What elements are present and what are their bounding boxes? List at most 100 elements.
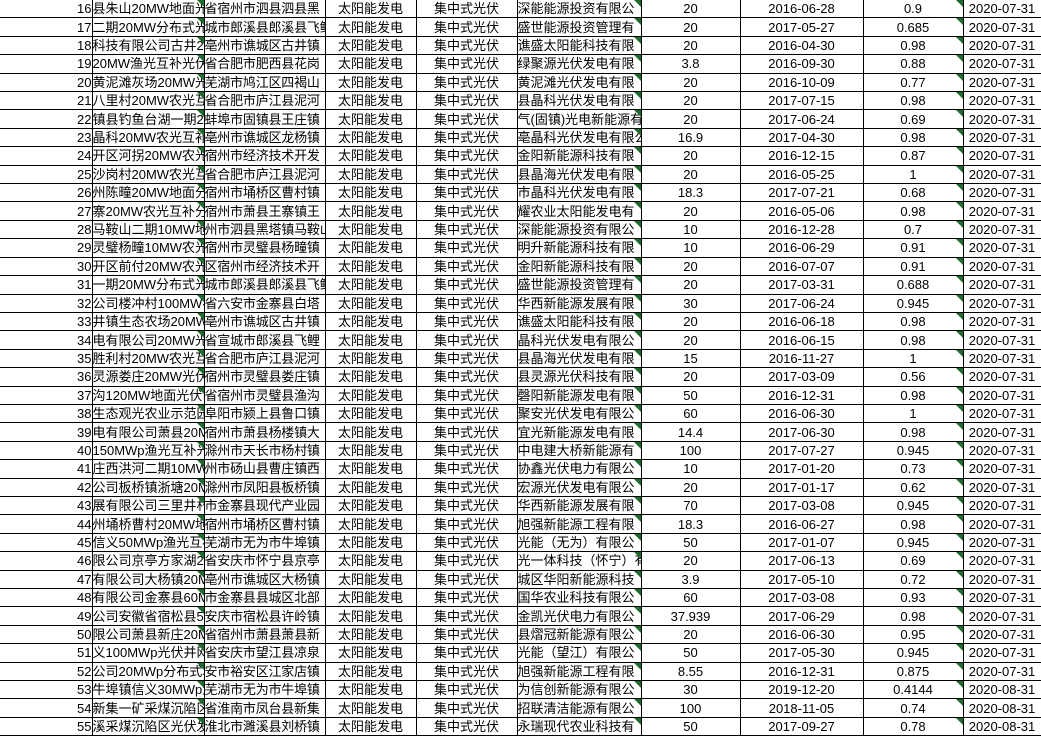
table-row[interactable]: 37 沟120MW地面光伏电 省宿州市灵璧县渔沟 太阳能发电 集中式光伏 磬阳新能源发电有… [0,386,1041,405]
project-name-cell[interactable]: 电有限公司萧县20MW [92,422,205,442]
row-index-cell[interactable]: 30 [0,257,93,277]
project-name-cell[interactable]: 灵璧杨疃10MW农光互 [92,238,205,258]
grid-date-cell[interactable]: 2016-07-07 [740,257,864,277]
row-index-cell[interactable]: 19 [0,54,93,74]
project-name-cell[interactable]: 晶科20MW农光互补 [92,128,205,148]
category-cell[interactable]: 集中式光伏 [416,680,518,700]
grid-date-cell[interactable]: 2017-05-27 [740,17,864,37]
location-cell[interactable]: 省宿州市萧县萧县新 [204,625,326,645]
category-cell[interactable]: 集中式光伏 [416,496,518,516]
price-cell[interactable]: 0.68 [863,183,964,203]
table-row[interactable]: 36灵源娄庄20MW光伏发宿州市灵璧县娄庄镇 太阳能发电 集中式光伏 县灵源光伏科技有… [0,367,1041,387]
table-row[interactable]: 45 信义50MWp渔光互补 芜湖市无为市牛埠镇 太阳能发电 集中式光伏 光能（无为）有限… [0,533,1041,553]
capacity-cell[interactable]: 20 [641,0,741,19]
energy-type-cell[interactable]: 太阳能发电 [325,128,417,148]
project-name-cell[interactable]: 八里村20MW农光互补 [92,91,205,111]
project-name-cell[interactable]: 限公司京亭方家湖20 [92,551,205,571]
project-name-cell[interactable]: 限公司萧县新庄20MW [92,625,205,645]
capacity-cell[interactable]: 16.9 [641,128,741,148]
table-row[interactable]: 42公司板桥镇浙塘20MW滁州市凤阳县板桥镇 太阳能发电 集中式光伏 宏源光伏发电有限… [0,478,1041,497]
capacity-cell[interactable]: 50 [641,386,741,405]
end-date-cell[interactable]: 2020-07-31 [963,570,1041,590]
row-index-cell[interactable]: 16 [0,0,93,19]
row-index-cell[interactable]: 23 [0,128,93,148]
project-name-cell[interactable]: 公司安徽省宿松县50 [92,606,205,626]
location-cell[interactable]: 州市泗县黑塔镇马鞍山 [204,220,326,240]
project-name-cell[interactable]: 电有限公司20MW光伏 [92,330,205,350]
energy-type-cell[interactable]: 太阳能发电 [325,330,417,350]
location-cell[interactable]: 区宿州市经济技术开 [204,257,326,277]
project-name-cell[interactable]: 20MW渔光互补光伏发 [92,54,205,74]
grid-date-cell[interactable]: 2016-11-27 [740,349,864,369]
price-cell[interactable]: 0.87 [863,146,964,166]
capacity-cell[interactable]: 8.55 [641,662,741,682]
energy-type-cell[interactable]: 太阳能发电 [325,220,417,240]
grid-date-cell[interactable]: 2016-05-25 [740,165,864,185]
row-index-cell[interactable]: 50 [0,625,93,645]
price-cell[interactable]: 0.98 [863,386,964,405]
location-cell[interactable]: 城市郎溪县郎溪县飞鲤 [204,17,326,37]
project-name-cell[interactable]: 州埇桥曹村20MW地面 [92,514,205,534]
company-cell[interactable]: 华西新能源发展有限 [517,294,642,313]
company-cell[interactable]: 光能（无为）有限公 [517,533,642,553]
grid-date-cell[interactable]: 2017-03-31 [740,275,864,295]
table-row[interactable]: 35胜利村20MW农光互补省合肥市庐江县泥河 太阳能发电 集中式光伏 县晶海光伏发电有… [0,349,1041,369]
energy-type-cell[interactable]: 太阳能发电 [325,201,417,221]
energy-type-cell[interactable]: 太阳能发电 [325,533,417,553]
category-cell[interactable]: 集中式光伏 [416,367,518,387]
category-cell[interactable]: 集中式光伏 [416,238,518,258]
capacity-cell[interactable]: 60 [641,588,741,608]
capacity-cell[interactable]: 3.9 [641,570,741,590]
price-cell[interactable]: 0.4144 [863,680,964,700]
end-date-cell[interactable]: 2020-07-31 [963,349,1041,369]
project-name-cell[interactable]: 马鞍山二期10MW地面 [92,220,205,240]
price-cell[interactable]: 0.88 [863,54,964,74]
category-cell[interactable]: 集中式光伏 [416,36,518,56]
category-cell[interactable]: 集中式光伏 [416,73,518,93]
company-cell[interactable]: 黄泥滩光伏发电有限 [517,73,642,93]
category-cell[interactable]: 集中式光伏 [416,109,518,129]
location-cell[interactable]: 亳州市谯城区龙杨镇 [204,128,326,148]
location-cell[interactable]: 安市裕安区江家店镇 [204,662,326,682]
row-index-cell[interactable]: 33 [0,312,93,332]
capacity-cell[interactable]: 20 [641,201,741,221]
energy-type-cell[interactable]: 太阳能发电 [325,91,417,111]
price-cell[interactable]: 0.945 [863,496,964,516]
table-row[interactable]: 33 井镇生态农场20MW 亳州市谯城区古井镇 太阳能发电 集中式光伏 谯盛太阳能科技有限… [0,312,1041,332]
price-cell[interactable]: 0.98 [863,36,964,56]
price-cell[interactable]: 0.69 [863,109,964,129]
grid-date-cell[interactable]: 2017-03-08 [740,496,864,516]
project-name-cell[interactable]: 灵源娄庄20MW光伏发 [92,367,205,387]
project-name-cell[interactable]: 展有限公司三里井村 [92,496,205,516]
company-cell[interactable]: 金凯光伏电力有限公 [517,606,642,626]
grid-date-cell[interactable]: 2016-04-30 [740,36,864,56]
price-cell[interactable]: 0.98 [863,128,964,148]
capacity-cell[interactable]: 20 [641,478,741,497]
grid-date-cell[interactable]: 2017-06-30 [740,422,864,442]
project-name-cell[interactable]: 胜利村20MW农光互补 [92,349,205,369]
project-name-cell[interactable]: 镇县钓鱼台湖一期20 [92,109,205,129]
energy-type-cell[interactable]: 太阳能发电 [325,294,417,313]
row-index-cell[interactable]: 46 [0,551,93,571]
table-row[interactable]: 53 牛埠镇信义30MWp渔 芜湖市无为市牛埠镇 太阳能发电 集中式光伏 为信创新能源有限… [0,680,1041,700]
price-cell[interactable]: 0.73 [863,459,964,479]
end-date-cell[interactable]: 2020-08-31 [963,698,1041,718]
price-cell[interactable]: 0.72 [863,570,964,590]
end-date-cell[interactable]: 2020-07-31 [963,294,1041,313]
energy-type-cell[interactable]: 太阳能发电 [325,165,417,185]
row-index-cell[interactable]: 38 [0,404,93,424]
table-row[interactable]: 32 公司楼冲村100MW农 省六安市金寨县白塔 太阳能发电 集中式光伏 华西新能源发展有… [0,294,1041,313]
project-name-cell[interactable]: 有限公司金寨县60MW [92,588,205,608]
energy-type-cell[interactable]: 太阳能发电 [325,17,417,37]
capacity-cell[interactable]: 20 [641,109,741,129]
price-cell[interactable]: 0.95 [863,625,964,645]
category-cell[interactable]: 集中式光伏 [416,422,518,442]
company-cell[interactable]: 深能能源投资有限公 [517,0,642,19]
row-index-cell[interactable]: 32 [0,294,93,313]
grid-date-cell[interactable]: 2019-12-20 [740,680,864,700]
table-row[interactable]: 26州陈疃20MW地面分布宿州市埇桥区曹村镇 太阳能发电 集中式光伏 市晶科光伏发电有… [0,183,1041,203]
price-cell[interactable]: 0.875 [863,662,964,682]
category-cell[interactable]: 集中式光伏 [416,570,518,590]
energy-type-cell[interactable]: 太阳能发电 [325,257,417,277]
